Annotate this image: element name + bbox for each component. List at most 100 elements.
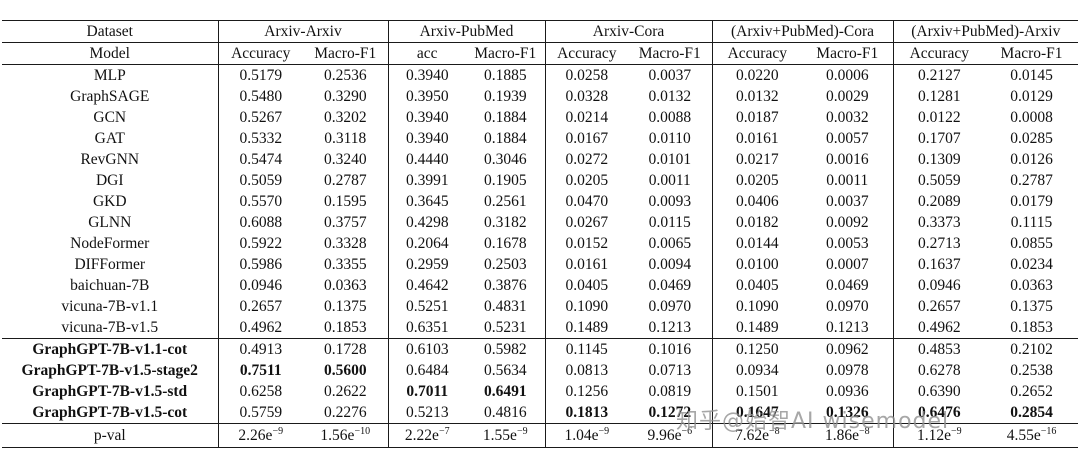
metric-value-cell: 0.7511 (217, 360, 303, 381)
metric-value-cell: 0.5332 (217, 128, 303, 149)
model-name-cell: GLNN (88, 213, 132, 231)
metric-value-cell: 0.3118 (324, 129, 367, 147)
column-header-7: Accuracy (711, 42, 803, 65)
metric-value-cell: 0.0129 (1010, 87, 1053, 105)
metric-value-cell: 0.5179 (217, 64, 303, 86)
metric-value-cell: 0.5213 (387, 402, 466, 424)
metric-value-cell: 0.5570 (217, 191, 303, 212)
column-header-10: Macro-F1 (985, 42, 1079, 65)
metric-value-cell: 0.0115 (648, 213, 691, 231)
metric-value-cell: 0.6491 (483, 382, 527, 400)
metric-value-cell: 0.2787 (1010, 171, 1053, 189)
metric-value-cell: 0.1375 (1010, 297, 1053, 315)
results-table-container: Dataset Arxiv-Arxiv Arxiv-PubMed Arxiv-Cora… (2, 20, 1079, 448)
metric-value-cell: 0.3202 (323, 108, 367, 126)
metric-value-cell: 0.4853 (892, 338, 986, 360)
metric-value-cell: 0.1213 (628, 317, 713, 339)
table-row-DGI: DGI 0.5059 0.2787 0.3991 0.1905 0.0205 0.0011 0… (2, 170, 1078, 191)
metric-value-cell: 0.1728 (323, 340, 367, 358)
metric-value-cell: 0.7011 (387, 381, 466, 402)
model-name-cell: vicuna-7B-v1.5 (2, 317, 218, 339)
table-row-GKD: GKD 0.5570 0.1595 0.3645 0.2561 0.0470 0.0093 0… (2, 191, 1078, 212)
metric-value-cell: 0.1501 (711, 381, 803, 402)
metric-value-cell: 0.0205 (544, 170, 629, 191)
column-header-5: Accuracy (544, 42, 629, 65)
model-name-cell: GKD (92, 192, 127, 210)
dataset-group-header-3: Arxiv-Cora (544, 20, 713, 43)
pval-value-cell: 1.56e−10 (303, 423, 388, 448)
metric-value-cell: 0.0220 (711, 64, 803, 86)
metric-value-cell: 0.1145 (544, 338, 629, 360)
metric-value-cell: 0.0258 (544, 64, 629, 86)
metric-value-cell: 0.1090 (544, 296, 629, 317)
pval-exponent: −9 (950, 425, 962, 437)
table-row-GraphGPT-7B-v1.5-cot: GraphGPT-7B-v1.5-cot 0.5759 0.2276 0.5213 0.… (2, 402, 1078, 424)
model-name-cell: DIFFormer (74, 255, 146, 273)
metric-value-cell: 0.0272 (544, 149, 629, 170)
metric-value-cell: 0.5474 (217, 149, 303, 170)
metric-value-cell: 0.5480 (217, 86, 303, 107)
metric-value-cell: 0.0029 (825, 87, 869, 105)
dataset-group-header-5: (Arxiv+PubMed)-Arxiv (892, 20, 1079, 43)
metric-value-cell: 0.2959 (387, 254, 466, 275)
metric-value-cell: 0.1115 (1010, 213, 1053, 231)
metric-value-cell: 0.0008 (1010, 108, 1053, 126)
metric-value-cell: 0.0405 (544, 275, 629, 296)
metric-value-cell: 0.5922 (217, 233, 303, 254)
model-name-cell: GCN (93, 108, 127, 126)
metric-value-cell: 0.0101 (648, 150, 692, 168)
metric-value-cell: 0.2713 (892, 233, 986, 254)
table-body: MLP 0.5179 0.2536 0.3940 0.1885 0.0258 0.0037 0… (2, 64, 1079, 424)
metric-value-cell: 0.5251 (387, 296, 466, 317)
metric-value-cell: 0.1885 (483, 66, 527, 84)
metric-value-cell: 0.0267 (544, 212, 629, 233)
column-header-8: Macro-F1 (802, 42, 894, 65)
metric-value-cell: 0.0093 (648, 192, 692, 210)
metric-value-cell: 0.0053 (825, 234, 869, 252)
metric-value-cell: 0.3950 (387, 86, 466, 107)
metric-value-cell: 0.1884 (483, 129, 527, 147)
metric-value-cell: 0.0167 (544, 128, 629, 149)
metric-value-cell: 0.1647 (711, 402, 803, 424)
metric-value-cell: 0.1256 (544, 381, 629, 402)
dataset-group-header-1: Arxiv-Arxiv (217, 20, 388, 43)
metric-value-cell: 0.2102 (1010, 340, 1053, 358)
metric-value-cell: 0.1250 (711, 338, 803, 360)
model-name-cell: GAT (94, 129, 125, 147)
metric-value-cell: 0.1939 (483, 87, 527, 105)
column-header-3: acc (387, 42, 466, 65)
metric-value-cell: 0.2561 (483, 192, 527, 210)
metric-value-cell: 0.1326 (825, 403, 869, 421)
model-name-cell: baichuan-7B (70, 276, 150, 294)
pval-mantissa: 4.55e (1006, 426, 1041, 444)
metric-value-cell: 0.1707 (892, 128, 986, 149)
metric-value-cell: 0.0110 (648, 129, 691, 147)
metric-value-cell: 0.1905 (483, 171, 527, 189)
metric-value-cell: 0.0406 (711, 191, 803, 212)
metric-value-cell: 0.0470 (544, 191, 629, 212)
metric-value-cell: 0.6103 (387, 338, 466, 360)
metric-value-cell: 0.2503 (483, 255, 527, 273)
table-row-GLNN: GLNN 0.6088 0.3757 0.4298 0.3182 0.0267 0.0115… (2, 212, 1078, 233)
metric-value-cell: 0.4831 (483, 297, 527, 315)
metric-value-cell: 0.1853 (303, 317, 388, 339)
column-header-2: Macro-F1 (303, 42, 388, 65)
table-row-DIFFormer: DIFFormer 0.5986 0.3355 0.2959 0.2503 0.0161 0… (2, 254, 1078, 275)
metric-value-cell: 0.5600 (323, 361, 367, 379)
metric-value-cell: 0.0145 (1010, 66, 1053, 84)
metric-value-cell: 0.4816 (483, 403, 527, 421)
metric-value-cell: 0.0946 (892, 275, 986, 296)
metric-value-cell: 0.0011 (826, 171, 869, 189)
metric-value-cell: 0.2127 (892, 64, 986, 86)
model-name-cell: NodeFormer (70, 234, 150, 252)
column-header-4: Macro-F1 (466, 42, 546, 65)
column-header-6: Macro-F1 (628, 42, 713, 65)
metric-value-cell: 0.5634 (483, 361, 527, 379)
metric-value-cell: 0.0970 (825, 297, 869, 315)
model-name-cell: GraphGPT-7B-v1.5-cot (32, 403, 188, 421)
metric-value-cell: 0.1489 (544, 317, 629, 339)
metric-value-cell: 0.1853 (985, 317, 1079, 339)
model-name-cell: vicuna-7B-v1.1 (61, 297, 159, 315)
metric-value-cell: 0.1813 (544, 402, 629, 424)
model-name-cell: DGI (95, 171, 124, 189)
